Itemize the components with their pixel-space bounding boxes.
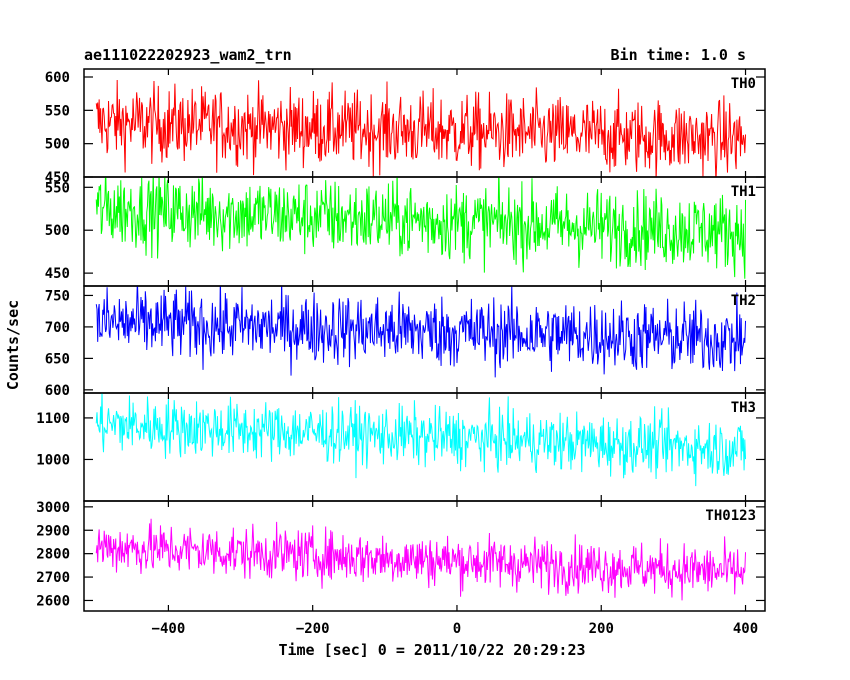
x-tick-label: −400: [152, 621, 186, 637]
y-tick-label: 1000: [36, 452, 70, 468]
chart-header-left: ae111022202923_wam2_trn: [84, 46, 292, 64]
panels-group: 450 500 550 600 TH0 450 500 550 TH1 600 650 700 750 T…: [36, 68, 766, 612]
x-tick-label: 0: [453, 621, 461, 637]
x-tick-label: 200: [589, 621, 614, 637]
y-tick-label: 700: [45, 320, 70, 336]
y-tick-label: 2600: [36, 593, 70, 609]
y-tick-label: 500: [45, 137, 70, 153]
y-tick-label: 2700: [36, 570, 70, 586]
y-tick-label: 3000: [36, 500, 70, 516]
y-tick-label: 450: [45, 266, 70, 282]
y-tick-label: 2800: [36, 547, 70, 563]
panel-frame: [83, 176, 766, 287]
x-axis: −400 −200 0 200 400: [152, 621, 759, 637]
y-tick-label: 650: [45, 351, 70, 367]
y-tick-label: 600: [45, 70, 70, 86]
y-tick-label: 450: [45, 170, 70, 186]
x-axis-label: Time [sec] 0 = 2011/10/22 20:29:23: [278, 641, 585, 659]
panel-frame: [83, 500, 766, 612]
y-axis-label: Counts/sec: [4, 300, 22, 390]
y-tick-label: 550: [45, 180, 70, 196]
series-line-th1: [95, 177, 747, 279]
series-line-th2: [95, 286, 747, 378]
y-tick-label: 2900: [36, 523, 70, 539]
y-tick-label: 550: [45, 103, 70, 119]
y-tick-label: 1100: [36, 411, 70, 427]
panel-label-th3: TH3: [731, 400, 756, 416]
y-tick-label: 600: [45, 383, 70, 399]
y-tick-label: 750: [45, 288, 70, 304]
series-line-th0: [95, 79, 747, 177]
x-tick-label: −200: [296, 621, 330, 637]
panel-label-th1: TH1: [731, 184, 756, 200]
x-tick-label: 400: [733, 621, 758, 637]
panel-label-th2: TH2: [731, 293, 756, 309]
y-tick-label: 500: [45, 223, 70, 239]
series-line-th3: [95, 393, 747, 487]
panel-label-th0123: TH0123: [705, 508, 756, 524]
panel-label-th0: TH0: [731, 76, 756, 92]
series-line-th0123: [95, 518, 747, 601]
chart-header-right: Bin time: 1.0 s: [611, 46, 746, 64]
